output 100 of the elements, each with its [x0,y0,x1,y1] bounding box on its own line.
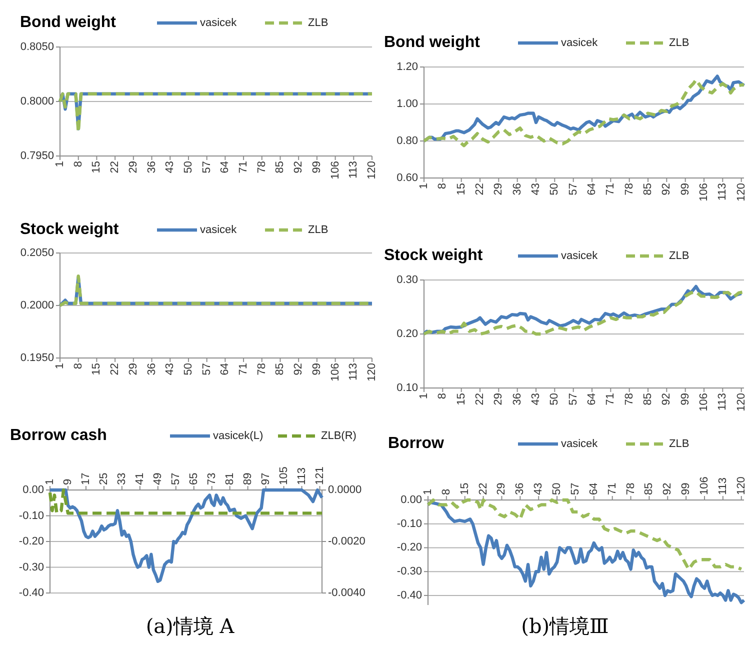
x-tick-label: 81 [224,472,236,485]
y-tick-label: 0.20 [396,328,418,340]
x-tick-label: 29 [127,363,140,376]
y-tick-label: 0.00 [22,484,44,496]
x-tick-label: 22 [109,161,122,174]
x-tick-label: 1 [54,363,66,370]
chart-title: Bond weight [20,14,117,31]
x-tick-label: 50 [182,363,194,376]
x-tick-label: 33 [116,472,128,485]
x-tick-label: 8 [440,488,452,495]
x-tick-label: 15 [458,482,471,495]
x-tick-label: 57 [170,472,182,485]
y-tick-label: -0.20 [18,536,44,548]
x-tick-label: 71 [238,363,250,376]
x-tick-label: 99 [679,183,692,196]
x-tick-label: 113 [716,183,729,201]
x-tick-label: 92 [292,363,305,376]
legend-label: vasicek(L) [213,430,264,442]
legend-label: ZLB(R) [321,430,356,442]
x-tick-label: 64 [219,161,232,174]
x-tick-label: 64 [586,183,598,196]
x-tick-label: 113 [348,363,360,381]
chart-title: Stock weight [20,221,120,238]
x-tick-label: 22 [474,393,486,406]
x-tick-label: 15 [90,161,103,174]
x-tick-label: 71 [604,393,617,406]
legend-label: vasicek [561,250,598,262]
x-tick-label: 50 [548,183,561,196]
chart-title: Borrow cash [10,427,107,444]
x-tick-label: 36 [514,482,526,495]
x-tick-label: 41 [134,472,146,485]
x-tick-label: 121 [314,466,326,485]
x-tick-label: 43 [532,482,545,495]
x-tick-label: 71 [604,183,617,196]
x-tick-label: 113 [716,477,729,495]
x-tick-label: 43 [530,183,542,196]
x-tick-label: 1 [422,488,434,495]
legend-label: ZLB [308,17,328,29]
x-tick-label: 85 [643,482,656,495]
y-tick-label: -0.30 [18,561,44,574]
x-tick-label: 36 [511,183,524,196]
text: (b)情境Ⅲ [521,614,609,638]
y2-tick-label: -0.0040 [328,587,366,599]
x-tick-label: 106 [698,183,710,202]
x-tick-label: 71 [606,482,618,495]
x-tick-label: 106 [329,363,342,382]
x-tick-label: 22 [109,363,122,376]
y-tick-label: -0.40 [396,589,422,602]
x-tick-label: 57 [200,363,213,376]
y-tick-label: 0.8050 [20,41,54,53]
legend-label: ZLB [669,37,690,49]
x-tick-label: 8 [72,161,84,168]
x-tick-label: 71 [238,161,250,174]
x-tick-label: 97 [260,472,272,485]
x-tick-label: 99 [679,393,692,406]
x-tick-label: 64 [586,393,598,406]
x-tick-label: 50 [548,393,561,406]
x-tick-label: 36 [146,161,158,174]
x-tick-label: 65 [188,472,200,485]
x-tick-label: 99 [310,161,323,174]
y-tick-label: -0.40 [18,587,44,599]
legend-label: vasicek [561,438,598,450]
x-tick-label: 22 [477,482,490,495]
x-tick-label: 50 [551,482,564,495]
x-tick-label: 120 [735,476,748,495]
x-tick-label: 120 [735,393,748,412]
x-tick-label: 8 [72,363,84,370]
x-tick-label: 36 [511,393,524,406]
x-tick-label: 43 [530,393,542,406]
x-tick-label: 15 [90,363,103,376]
x-tick-label: 78 [624,482,637,495]
x-tick-label: 85 [274,363,286,376]
legend-label: vasicek [200,17,238,29]
x-tick-label: 85 [274,161,286,174]
x-tick-label: 50 [182,161,194,174]
x-tick-label: 43 [164,363,176,376]
chart-title: Borrow [388,435,445,452]
y2-tick-label: 0.0000 [328,484,362,496]
x-tick-label: 78 [623,393,636,406]
legend-label: vasicek [200,224,238,236]
x-tick-label: 78 [623,183,636,196]
y-tick-label: 0.7950 [20,150,54,162]
x-tick-label: 57 [567,183,580,196]
x-tick-label: 78 [256,363,268,376]
y-tick-label: 0.10 [396,382,418,394]
x-tick-label: 78 [256,161,268,174]
chart-title: Stock weight [384,247,484,264]
x-tick-label: 1 [54,161,66,168]
x-tick-label: 57 [200,161,213,174]
x-tick-label: 113 [716,393,729,411]
x-tick-label: 64 [588,482,600,495]
x-tick-label: 106 [698,393,710,412]
y-tick-label: 0.00 [400,494,422,506]
x-tick-label: 29 [492,183,505,196]
legend-label: ZLB [669,250,690,262]
y-tick-label: 0.30 [396,274,418,286]
x-tick-label: 22 [474,183,486,196]
x-tick-label: 25 [98,472,110,485]
legend-label: ZLB [308,224,328,236]
x-tick-label: 99 [680,482,692,495]
